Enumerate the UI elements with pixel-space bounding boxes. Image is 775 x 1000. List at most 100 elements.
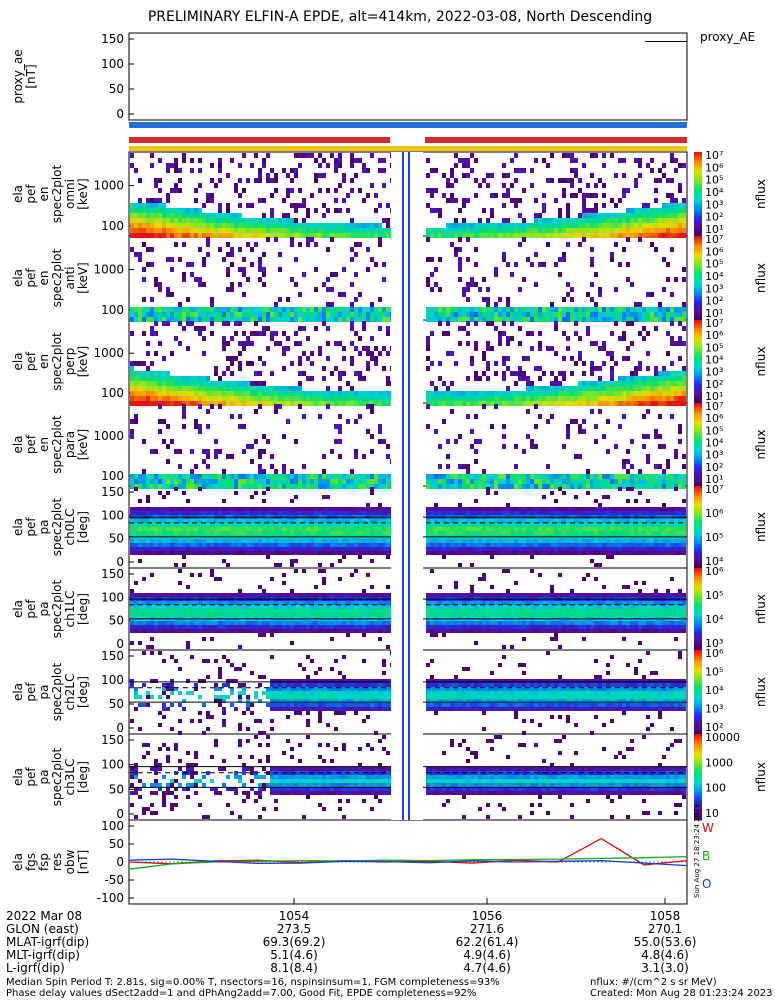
footer-label-4: L-igrf(dip) (6, 961, 65, 975)
colorbar-3-tick-0: 10⁷ (705, 317, 723, 330)
data-gap (391, 152, 423, 820)
footer-val-3-2: 4.8(4.6) (641, 948, 689, 962)
panel-2-ylabel-4: anti (63, 267, 77, 290)
footer-val-4-1: 4.7(4.6) (463, 961, 511, 975)
footer-val-1-2: 270.1 (647, 922, 683, 936)
status-bar-red-left (129, 137, 390, 143)
footer-val-1-0: 273.5 (276, 922, 312, 936)
spectrogram-3 (130, 321, 686, 406)
colorbar-3 (694, 320, 702, 404)
panel-7-ylabel-2: pa (37, 685, 51, 700)
colorbar-5-tick-0: 10⁷ (705, 483, 723, 496)
panel-5-ylabel-0: ela (11, 518, 25, 536)
colorbar-1-tick-3: 10⁴ (705, 186, 724, 199)
panel-9-ytick-2: 0 (116, 855, 124, 869)
colorbar-2-tick-4: 10³ (705, 282, 723, 295)
side-stamp: Sun Aug 27 18:23:24 2023 (693, 803, 701, 898)
colorbar-3-tick-4: 10³ (705, 366, 723, 379)
colorbar-6-tick-1: 10⁵ (705, 589, 723, 602)
panel-6-ytick-1: 100 (101, 590, 124, 604)
panel-9-ytick-4: -100 (97, 891, 124, 905)
panel-0-ytick-1: 100 (101, 57, 124, 71)
panel-9-ytick-1: 50 (109, 837, 124, 851)
footer-note-2: Phase delay values dSect2add=1 and dPhAn… (6, 988, 477, 999)
panel-4-ytick-1: 100 (101, 469, 124, 483)
panel-7-ylabel-3: spec2plot (50, 662, 64, 721)
colorbar-1-tick-0: 10⁷ (705, 149, 723, 162)
footer-label-1: GLON (east) (6, 922, 79, 936)
panel-7-ytick-1: 100 (101, 673, 124, 687)
colorbar-8-label: nflux (754, 762, 768, 792)
colorbar-6-label: nflux (754, 594, 768, 624)
panel-0-ylabel-0: proxy_ae (11, 49, 25, 103)
panel-6-ytick-3: 0 (116, 637, 124, 651)
panel-8-ytick-0: 150 (101, 733, 124, 747)
panel-9-ylabel-1: fgs (24, 853, 38, 871)
colorbar-4-tick-3: 10⁴ (705, 437, 724, 450)
panel-7-ylabel-5: [deg] (76, 676, 90, 708)
colorbar-4-tick-5: 10² (705, 461, 723, 474)
panel-8-ylabel-4: ch3LC (63, 759, 77, 796)
panel-0-ytick-3: 0 (116, 107, 124, 121)
fgs-series-O (128, 858, 688, 867)
panel-8-ytick-1: 100 (101, 758, 124, 772)
panel-6-ylabel-0: ela (11, 600, 25, 618)
colorbar-1-tick-6: 10¹ (705, 223, 723, 236)
panel-2-ylabel-0: ela (11, 269, 25, 287)
colorbar-6-tick-0: 10⁶ (705, 565, 724, 578)
panel-0-ytick-2: 50 (109, 82, 124, 96)
panel-3-ylabel-1: pef (24, 351, 38, 371)
panel-4-ylabel-1: pef (24, 434, 38, 454)
panel-4-ylabel-3: spec2plot (50, 415, 64, 474)
panel-9-ytick-3: -50 (104, 873, 124, 887)
panel-6-ylabel-4: ch1LC (63, 591, 77, 628)
panel-1-ylabel-5: [keV] (76, 178, 90, 209)
panel-9-ylabel-0: ela (11, 853, 25, 871)
footer-created: Created: Mon Aug 28 01:23:24 2023 (590, 988, 773, 999)
panel-1-ytick-0: 1000 (93, 179, 124, 193)
colorbar-2-tick-6: 10¹ (705, 307, 723, 320)
pitch-spectrogram-7 (130, 651, 686, 735)
panel-6-ylabel-5: [deg] (76, 593, 90, 625)
panel-6-ylabel-3: spec2plot (50, 579, 64, 638)
colorbar-4-tick-0: 10⁷ (705, 400, 723, 413)
panel-8-ylabel-3: spec2plot (50, 747, 64, 806)
panel-4-ylabel-0: ela (11, 435, 25, 453)
colorbar-8-tick-1: 1000 (705, 756, 733, 769)
panel-0-ytick-0: 150 (101, 32, 124, 46)
panel-1-ylabel-3: spec2plot (50, 164, 64, 223)
fgs-legend-B: B (702, 849, 710, 863)
colorbar-8-tick-0: 10000 (705, 731, 740, 744)
spectrogram-1 (130, 153, 686, 238)
colorbar-1-tick-2: 10⁵ (705, 174, 723, 187)
panel-2-ylabel-2: en (37, 271, 51, 286)
footer-label-0: 2022 Mar 08 (6, 909, 83, 923)
colorbar-4 (694, 403, 702, 487)
colorbar-4-label: nflux (754, 430, 768, 460)
colorbar-6 (694, 568, 702, 651)
footer-val-1-1: 271.6 (469, 922, 505, 936)
colorbar-2-tick-5: 10² (705, 295, 723, 308)
panel-9-ylabel-4: obw (63, 849, 77, 874)
footer-val-2-1: 62.2(61.4) (455, 935, 519, 949)
panel-4-ylabel-2: en (37, 437, 51, 452)
panel-7-ylabel-0: ela (11, 683, 25, 701)
panel-6-ytick-0: 150 (101, 567, 124, 581)
panel-7-ytick-0: 150 (101, 649, 124, 663)
panel-9-ylabel-5: [nT] (76, 850, 90, 874)
colorbar-4-tick-6: 10¹ (705, 473, 723, 486)
colorbar-1-label: nflux (754, 179, 768, 209)
panel-3-ylabel-5: [keV] (76, 346, 90, 377)
panel-6-ylabel-2: pa (37, 602, 51, 617)
panel-5-ytick-1: 100 (101, 508, 124, 522)
panel-frame-0 (128, 32, 688, 121)
colorbar-7-tick-4: 10² (705, 721, 723, 734)
panel-3-ylabel-2: en (37, 354, 51, 369)
colorbar-5-tick-2: 10⁵ (705, 531, 723, 544)
colorbar-3-tick-2: 10⁵ (705, 341, 723, 354)
footer-val-3-1: 4.9(4.6) (463, 948, 511, 962)
panel-2-ylabel-1: pef (24, 268, 38, 288)
panel-2-ylabel-5: [keV] (76, 262, 90, 293)
panel-1-ylabel-4: omni (63, 179, 77, 209)
